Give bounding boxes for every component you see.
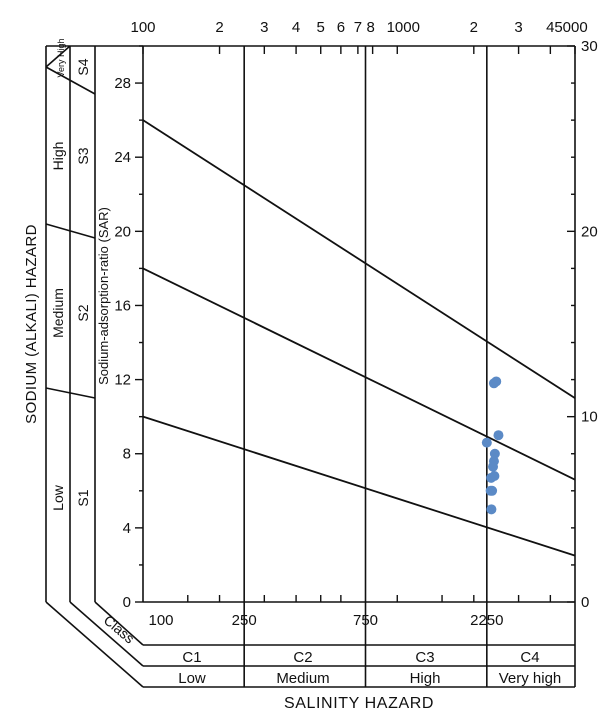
salinity-class-name-very-high: Very high [499,670,562,687]
salinity-class-name-high: High [410,670,441,687]
sodium-hazard-boundary-lines [142,119,576,557]
salinity-class-code-c4: C4 [520,649,539,666]
top-axis-tick-label: 2 [215,19,223,36]
class-label: Class [101,612,138,647]
top-axis-tick-label: 4 [546,19,554,36]
data-point [487,485,498,496]
top-axis-tick-label: 5 [317,19,325,36]
data-point [486,504,497,515]
top-axis-tick-label: 8 [366,19,374,36]
sodium-class-code-s1: S1 [75,489,91,506]
data-point [489,448,500,459]
left-axis-tick-label: 8 [123,446,131,463]
salinity-class-name-medium: Medium [276,670,329,687]
data-point [493,430,504,441]
sodium-class-name-low: Low [50,484,66,511]
y-axis-outer-title: SODIUM (ALKALI) HAZARD [23,224,40,424]
top-axis-tick-label: 1000 [387,19,420,36]
sodium-boundary-line-1 [142,415,576,557]
perspective-line-inner [94,601,144,646]
data-point [486,472,497,483]
left-axis-tick-label: 20 [114,223,131,240]
data-point [481,437,492,448]
top-axis-tick-label: 4 [292,19,300,36]
x-axis-title: SALINITY HAZARD [284,695,434,712]
top-axis-tick-label: 2 [470,19,478,36]
sodium-boundary-line-3 [142,119,576,399]
sodium-class-name-high: High [50,142,66,171]
bottom-axis-tick-label: 750 [353,612,378,629]
perspective-line-outer [45,601,144,688]
bottom-axis-tick-label: 2250 [470,612,503,629]
salinity-class-code-c1: C1 [182,649,201,666]
sodium-class-divider-s3-s4 [45,66,96,95]
right-axis-tick-label: 30 [581,38,598,55]
sodium-class-divider-s2-s3 [45,223,96,239]
data-point [491,376,502,387]
sodium-class-name-medium: Medium [50,288,66,338]
sodium-class-divider-s1-s2 [45,387,96,399]
left-axis-tick-label: 4 [123,520,131,537]
bottom-axis-tick-label: 250 [232,612,257,629]
right-axis-tick-label: 10 [581,409,598,426]
sodium-boundary-line-2 [142,267,576,481]
axis-ticks [135,45,576,603]
data-point [488,461,499,472]
left-axis-tick-label: 16 [114,297,131,314]
left-axis-tick-label: 28 [114,75,131,92]
top-axis-tick-label: 3 [514,19,522,36]
salinity-class-code-c3: C3 [415,649,434,666]
left-axis-tick-label: 12 [114,372,131,389]
salinity-class-code-c2: C2 [293,649,312,666]
data-points [481,376,504,515]
right-axis-tick-label: 0 [581,594,589,611]
sodium-class-name-very-high: Very High [56,38,66,77]
salinity-class-name-low: Low [178,670,206,687]
left-axis-tick-label: 0 [123,594,131,611]
right-axis-tick-label: 20 [581,223,598,240]
very-high-diagonal [45,45,71,68]
sodium-class-code-s3: S3 [75,147,91,164]
top-axis-tick-label: 6 [337,19,345,36]
top-axis-tick-label: 7 [354,19,362,36]
sodium-class-code-s4: S4 [75,58,91,75]
top-axis-tick-label: 3 [260,19,268,36]
y-axis-inner-title: Sodium-adsorption-ratio (SAR) [96,207,111,385]
chart-frame [45,45,576,688]
class-boundary-lines [243,46,488,687]
left-axis-tick-label: 24 [114,149,131,166]
perspective-line-mid [69,601,144,667]
bottom-axis-tick-label: 100 [148,612,173,629]
top-axis-tick-label: 5000 [554,19,587,36]
top-axis-tick-label: 100 [130,19,155,36]
sodium-class-code-s2: S2 [75,304,91,321]
